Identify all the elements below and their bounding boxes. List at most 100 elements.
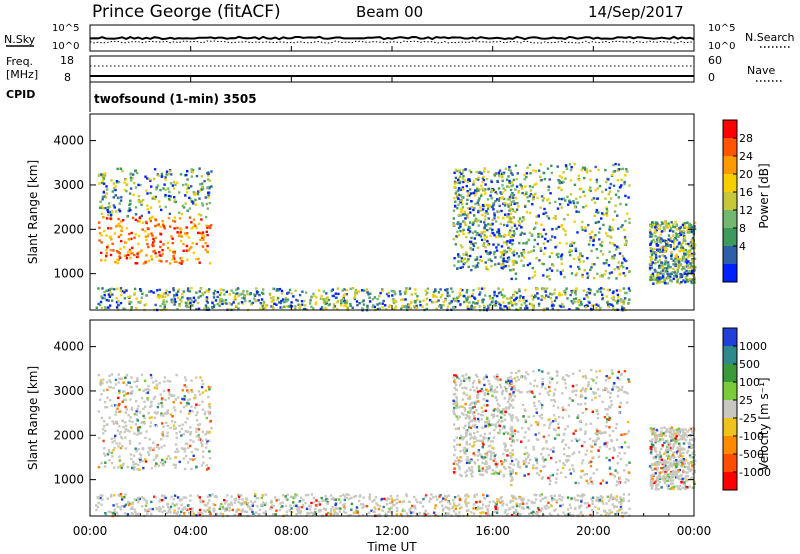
data-cell: [574, 429, 577, 432]
data-cell: [613, 382, 616, 385]
data-cell: [188, 216, 192, 219]
data-cell: [416, 298, 419, 301]
data-cell: [349, 304, 352, 307]
data-cell: [477, 262, 480, 265]
data-cell: [457, 203, 460, 206]
data-cell: [548, 389, 552, 393]
data-cell: [592, 392, 596, 395]
data-cell: [183, 395, 186, 398]
data-cell: [610, 271, 613, 274]
data-cell: [127, 414, 130, 417]
data-cell: [502, 265, 506, 269]
data-cell: [162, 243, 165, 246]
data-cell: [467, 411, 470, 414]
data-cell: [537, 400, 541, 403]
data-cell: [667, 272, 670, 276]
data-cell: [101, 382, 104, 385]
data-cell: [534, 295, 537, 298]
data-cell: [165, 289, 168, 292]
data-cell: [552, 446, 555, 449]
data-cell: [678, 444, 682, 448]
data-cell: [95, 306, 98, 309]
data-cell: [304, 304, 307, 307]
data-cell: [459, 382, 463, 385]
data-cell: [120, 196, 123, 199]
data-cell: [517, 430, 520, 434]
data-cell: [399, 293, 402, 296]
data-cell: [210, 185, 213, 188]
data-cell: [610, 403, 613, 406]
data-cell: [524, 204, 527, 207]
data-cell: [686, 221, 689, 224]
data-cell: [658, 264, 661, 268]
data-cell: [107, 202, 111, 205]
data-cell: [473, 441, 476, 444]
data-cell: [127, 296, 130, 299]
data-cell: [191, 410, 194, 413]
data-cell: [108, 295, 112, 298]
data-cell: [667, 234, 671, 237]
data-cell: [682, 442, 686, 445]
data-cell: [603, 273, 606, 276]
data-cell: [579, 427, 582, 431]
data-cell: [651, 261, 654, 264]
data-cell: [678, 227, 681, 230]
data-cell: [622, 272, 625, 275]
data-cell: [523, 452, 526, 456]
data-cell: [511, 477, 514, 480]
data-cell: [459, 450, 462, 453]
data-cell: [607, 390, 610, 394]
data-cell: [188, 305, 191, 309]
data-cell: [460, 260, 463, 263]
data-cell: [661, 462, 664, 466]
data-cell: [580, 462, 584, 465]
data-cell: [163, 227, 166, 230]
data-cell: [108, 205, 112, 208]
data-cell: [105, 248, 108, 252]
data-cell: [606, 210, 609, 213]
data-cell: [598, 430, 601, 433]
data-cell: [622, 228, 626, 232]
data-cell: [557, 255, 560, 259]
data-cell: [675, 253, 679, 256]
data-cell: [190, 467, 193, 471]
data-cell: [561, 416, 564, 419]
data-cell: [195, 413, 198, 417]
data-cell: [576, 201, 579, 204]
data-cell: [544, 387, 547, 390]
data-cell: [621, 167, 625, 171]
data-cell: [221, 507, 225, 510]
data-cell: [139, 457, 142, 460]
data-cell: [686, 274, 689, 277]
data-cell: [654, 254, 658, 258]
data-cell: [130, 306, 133, 309]
data-cell: [185, 173, 188, 177]
data-cell: [460, 474, 463, 478]
data-cell: [119, 167, 123, 171]
data-cell: [564, 382, 567, 385]
data-cell: [550, 171, 553, 175]
data-cell: [117, 208, 121, 211]
data-cell: [581, 495, 584, 498]
data-cell: [290, 301, 293, 304]
data-cell: [628, 221, 631, 224]
data-cell: [658, 255, 661, 258]
data-cell: [136, 408, 139, 411]
data-cell: [596, 412, 600, 415]
data-cell: [481, 414, 485, 417]
data-cell: [578, 369, 581, 372]
cpid-label: CPID: [6, 88, 35, 101]
data-cell: [614, 427, 618, 430]
data-cell: [162, 187, 165, 190]
data-cell: [581, 459, 585, 462]
data-cell: [593, 214, 596, 217]
data-cell: [611, 372, 614, 375]
data-cell: [212, 305, 215, 309]
data-cell: [146, 208, 149, 211]
data-cell: [677, 242, 680, 246]
data-cell: [549, 376, 552, 379]
data-cell: [687, 225, 691, 228]
data-cell: [692, 236, 695, 240]
data-cell: [664, 245, 668, 248]
data-cell: [98, 436, 101, 440]
